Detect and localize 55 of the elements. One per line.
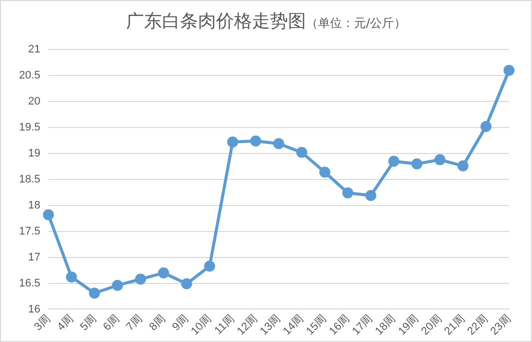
point <box>434 154 446 166</box>
point <box>42 209 54 220</box>
x-tick-label: 8周 <box>147 312 168 334</box>
point <box>504 64 514 76</box>
x-tick-label: 13周 <box>258 312 283 338</box>
point <box>457 160 468 172</box>
y-tick-label: 20.5 <box>18 70 40 82</box>
point <box>66 272 77 283</box>
x-tick-label: 12周 <box>235 312 260 338</box>
y-tick-label: 16.5 <box>18 277 40 290</box>
point <box>227 136 238 148</box>
x-tick-label: 17周 <box>350 312 376 338</box>
point <box>319 166 330 178</box>
y-tick-label: 21 <box>28 44 40 56</box>
y-tick-label: 19 <box>28 147 40 160</box>
point <box>250 135 262 146</box>
x-tick-label: 6周 <box>101 312 122 334</box>
point <box>135 274 146 285</box>
y-tick-label: 20 <box>28 96 40 108</box>
point <box>411 158 422 170</box>
point <box>388 156 400 167</box>
chart-subtitle: （单位：元/公斤） <box>306 16 406 30</box>
chart-title: 广东白条肉价格走势图 <box>126 11 306 32</box>
x-tick-label: 22周 <box>465 312 490 338</box>
point <box>342 187 354 198</box>
x-tick-label: 11周 <box>212 312 237 338</box>
point <box>181 278 192 290</box>
y-tick-label: 18.5 <box>18 173 40 186</box>
x-tick-label: 21周 <box>442 312 468 338</box>
x-tick-label: 14周 <box>281 312 306 338</box>
point <box>112 280 123 291</box>
x-tick-label: 20周 <box>419 312 444 338</box>
y-tick-label: 19.5 <box>18 122 40 134</box>
point <box>296 146 308 158</box>
point <box>480 120 492 132</box>
x-tick-label: 19周 <box>396 312 422 338</box>
y-tick-label: 18 <box>28 199 40 212</box>
x-tick-label: 10周 <box>188 312 214 338</box>
point <box>88 288 100 299</box>
x-tick-label: 5周 <box>78 312 99 334</box>
y-tick-label: 17 <box>28 251 40 264</box>
x-tick-label: 9周 <box>170 312 191 334</box>
point <box>273 138 284 150</box>
point <box>365 190 376 202</box>
y-tick-label: 17.5 <box>18 225 40 238</box>
y-tick-label: 16 <box>28 303 40 316</box>
point <box>158 267 170 278</box>
x-tick-label: 16周 <box>327 312 352 338</box>
x-tick-label: 23周 <box>488 312 514 338</box>
x-tick-label: 4周 <box>55 312 76 334</box>
point <box>204 260 216 272</box>
x-tick-label: 18周 <box>373 312 398 338</box>
x-tick-label: 3周 <box>32 312 53 334</box>
x-tick-label: 15周 <box>304 312 330 338</box>
x-tick-label: 7周 <box>124 312 145 334</box>
